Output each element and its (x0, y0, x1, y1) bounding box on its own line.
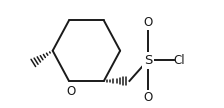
Text: O: O (143, 91, 153, 104)
Text: O: O (143, 16, 153, 29)
Text: O: O (66, 85, 75, 98)
Text: S: S (144, 54, 152, 67)
Text: Cl: Cl (174, 54, 185, 67)
